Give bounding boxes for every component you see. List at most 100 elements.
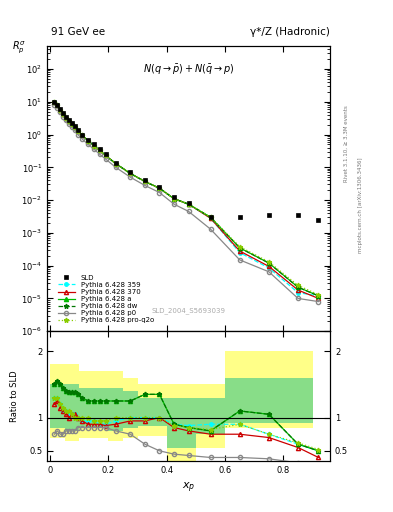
Pythia 6.428 370 — [80, 132, 84, 138]
Pythia 6.428 dw — [157, 185, 162, 191]
Pythia 6.428 370 — [103, 153, 108, 159]
SLD — [70, 120, 74, 126]
Text: $N(q\rightarrow\bar{p})+N(\bar{q}\rightarrow p)$: $N(q\rightarrow\bar{p})+N(\bar{q}\righta… — [143, 63, 235, 77]
Pythia 6.428 359 — [52, 99, 57, 105]
Pythia 6.428 pro-q2o — [97, 147, 102, 154]
Pythia 6.428 pro-q2o — [55, 102, 60, 109]
Bar — [138, 385, 152, 436]
Pythia 6.428 359 — [80, 132, 84, 138]
SLD — [128, 169, 133, 176]
Pythia 6.428 370 — [157, 185, 162, 191]
Pythia 6.428 359 — [208, 215, 213, 221]
Pythia 6.428 370 — [113, 160, 118, 166]
Bar — [298, 351, 312, 428]
Pythia 6.428 370 — [55, 102, 60, 109]
Pythia 6.428 dw — [172, 196, 176, 202]
Pythia 6.428 pro-q2o — [172, 196, 176, 202]
Pythia 6.428 370 — [266, 263, 271, 269]
Pythia 6.428 dw — [52, 99, 57, 105]
Y-axis label: $R^{\sigma}_{p}$: $R^{\sigma}_{p}$ — [12, 38, 26, 55]
Pythia 6.428 p0 — [237, 257, 242, 263]
Bar — [94, 371, 108, 438]
Pythia 6.428 370 — [58, 106, 62, 113]
Pythia 6.428 p0 — [316, 298, 321, 305]
SLD — [58, 106, 62, 112]
Text: 91 GeV ee: 91 GeV ee — [51, 27, 105, 37]
Pythia 6.428 a — [58, 106, 62, 113]
Pythia 6.428 p0 — [97, 151, 102, 157]
Bar — [283, 351, 298, 428]
Pythia 6.428 pro-q2o — [80, 132, 84, 138]
Bar — [240, 378, 254, 423]
Pythia 6.428 dw — [113, 160, 118, 166]
SLD — [97, 146, 102, 153]
Pythia 6.428 p0 — [143, 182, 147, 188]
Pythia 6.428 pro-q2o — [266, 259, 271, 265]
Bar — [225, 351, 240, 428]
SLD — [75, 126, 80, 133]
Bar — [167, 398, 181, 447]
Pythia 6.428 p0 — [52, 102, 57, 108]
SLD — [80, 132, 84, 138]
Pythia 6.428 359 — [186, 201, 191, 207]
Pythia 6.428 p0 — [186, 208, 191, 215]
Pythia 6.428 p0 — [75, 132, 80, 138]
Pythia 6.428 370 — [237, 248, 242, 254]
Pythia 6.428 dw — [92, 142, 96, 148]
Bar — [108, 371, 123, 441]
Pythia 6.428 359 — [70, 121, 74, 127]
Pythia 6.428 pro-q2o — [113, 160, 118, 166]
SLD — [64, 114, 68, 120]
Pythia 6.428 pro-q2o — [128, 170, 133, 177]
Pythia 6.428 dw — [70, 121, 74, 127]
Bar — [123, 378, 138, 438]
Pythia 6.428 pro-q2o — [58, 106, 62, 113]
Pythia 6.428 p0 — [80, 136, 84, 142]
Pythia 6.428 a — [80, 132, 84, 138]
Pythia 6.428 pro-q2o — [103, 153, 108, 159]
Bar — [138, 398, 152, 425]
Bar — [65, 365, 79, 441]
SLD — [55, 102, 60, 108]
Bar — [298, 378, 312, 423]
Y-axis label: Ratio to SLD: Ratio to SLD — [10, 370, 19, 422]
Line: Pythia 6.428 a: Pythia 6.428 a — [52, 100, 321, 298]
Pythia 6.428 359 — [113, 160, 118, 166]
Pythia 6.428 a — [75, 127, 80, 134]
Pythia 6.428 dw — [61, 111, 66, 117]
Pythia 6.428 dw — [266, 260, 271, 266]
Bar — [240, 351, 254, 428]
Pythia 6.428 359 — [103, 153, 108, 159]
Pythia 6.428 a — [143, 178, 147, 184]
SLD — [73, 123, 77, 129]
Text: Rivet 3.1.10, ≥ 3.3M events: Rivet 3.1.10, ≥ 3.3M events — [344, 105, 349, 182]
Bar — [79, 371, 94, 438]
Line: SLD: SLD — [52, 99, 321, 222]
Pythia 6.428 pro-q2o — [75, 127, 80, 134]
Line: Pythia 6.428 p0: Pythia 6.428 p0 — [52, 103, 321, 304]
Pythia 6.428 359 — [86, 138, 90, 144]
SLD — [172, 195, 176, 201]
Bar — [152, 385, 167, 436]
Pythia 6.428 370 — [67, 118, 72, 124]
Pythia 6.428 359 — [58, 106, 62, 113]
Line: Pythia 6.428 pro-q2o: Pythia 6.428 pro-q2o — [52, 100, 321, 297]
Pythia 6.428 370 — [186, 201, 191, 207]
Bar — [283, 378, 298, 423]
Pythia 6.428 pro-q2o — [143, 178, 147, 184]
Bar — [211, 385, 225, 447]
Pythia 6.428 dw — [97, 147, 102, 154]
Pythia 6.428 370 — [52, 99, 57, 105]
Pythia 6.428 p0 — [157, 189, 162, 196]
Bar — [196, 398, 211, 434]
Pythia 6.428 a — [172, 196, 176, 202]
Pythia 6.428 dw — [58, 106, 62, 113]
Text: mcplots.cern.ch [arXiv:1306.3436]: mcplots.cern.ch [arXiv:1306.3436] — [358, 157, 363, 252]
Pythia 6.428 p0 — [113, 164, 118, 170]
Pythia 6.428 359 — [92, 142, 96, 148]
Pythia 6.428 370 — [97, 147, 102, 154]
SLD — [67, 117, 72, 123]
Pythia 6.428 a — [86, 138, 90, 144]
Pythia 6.428 359 — [73, 124, 77, 130]
Pythia 6.428 370 — [172, 196, 176, 202]
